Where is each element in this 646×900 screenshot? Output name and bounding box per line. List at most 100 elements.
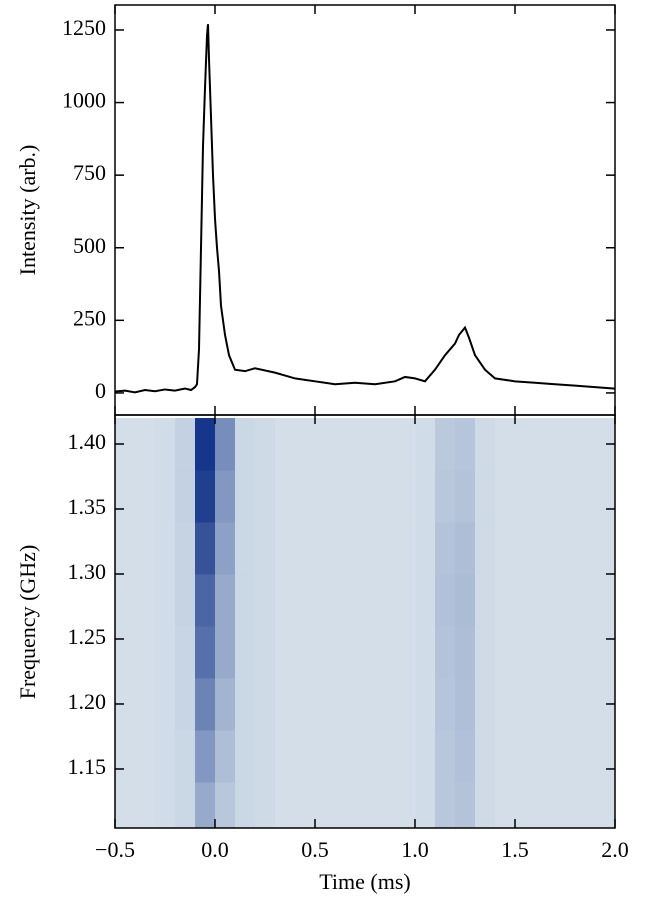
heatmap-cell xyxy=(535,521,556,575)
heatmap-cell xyxy=(315,469,336,523)
y-tick-label: 1.30 xyxy=(68,559,107,584)
heatmap-cell xyxy=(475,521,496,575)
x-tick-label: 1.5 xyxy=(501,837,529,862)
heatmap-cell xyxy=(275,417,296,471)
heatmap-cell xyxy=(135,573,156,627)
heatmap-cell xyxy=(195,781,216,828)
heatmap-cell xyxy=(235,521,256,575)
heatmap-cell xyxy=(335,781,356,828)
heatmap-cell xyxy=(275,729,296,783)
heatmap-cell xyxy=(575,625,596,679)
heatmap-cell xyxy=(275,469,296,523)
y-tick-label: 1.20 xyxy=(68,689,107,714)
heatmap-cell xyxy=(195,521,216,575)
heatmap-cell xyxy=(515,573,536,627)
y-tick-label: 1.40 xyxy=(68,429,107,454)
plot-frame xyxy=(114,4,616,416)
heatmap-cell xyxy=(215,677,236,731)
heatmap-cell xyxy=(595,573,615,627)
heatmap-cell xyxy=(555,781,576,828)
y-tick-label: 750 xyxy=(73,160,106,185)
heatmap-cell xyxy=(535,573,556,627)
heatmap-cell xyxy=(215,625,236,679)
heatmap-cell xyxy=(435,677,456,731)
heatmap-cell xyxy=(195,573,216,627)
heatmap-cell xyxy=(355,729,376,783)
heatmap-cell xyxy=(115,677,136,731)
heatmap-cell xyxy=(515,469,536,523)
heatmap-cell xyxy=(175,521,196,575)
heatmap-cell xyxy=(355,417,376,471)
heatmap-cell xyxy=(335,625,356,679)
heatmap-cell xyxy=(335,729,356,783)
heatmap-cell xyxy=(235,417,256,471)
heatmap-cell xyxy=(235,729,256,783)
heatmap-cell xyxy=(115,729,136,783)
heatmap-cell xyxy=(595,781,615,828)
heatmap-cell xyxy=(195,729,216,783)
heatmap-cell xyxy=(495,417,516,471)
heatmap-cell xyxy=(415,417,436,471)
heatmap-cell xyxy=(295,781,316,828)
heatmap-cell xyxy=(155,729,176,783)
heatmap-cell xyxy=(255,729,276,783)
x-tick-label: 0.0 xyxy=(201,837,229,862)
heatmap-cell xyxy=(575,677,596,731)
heatmap-cell xyxy=(475,469,496,523)
heatmap-cell xyxy=(455,625,476,679)
heatmap-cell xyxy=(595,521,615,575)
heatmap-cell xyxy=(235,469,256,523)
heatmap-cell xyxy=(455,573,476,627)
y-tick-label: 1000 xyxy=(62,88,106,113)
heatmap-cell xyxy=(235,573,256,627)
heatmap-cell xyxy=(135,417,156,471)
heatmap-cell xyxy=(215,573,236,627)
heatmap-cell xyxy=(535,469,556,523)
heatmap-cell xyxy=(255,677,276,731)
heatmap-cell xyxy=(515,729,536,783)
heatmap-cell xyxy=(315,729,336,783)
heatmap-cell xyxy=(175,729,196,783)
heatmap-cell xyxy=(255,573,276,627)
heatmap-cell xyxy=(455,469,476,523)
heatmap-cell xyxy=(295,729,316,783)
heatmap-cell xyxy=(295,521,316,575)
heatmap-cell xyxy=(415,677,436,731)
heatmap-cell xyxy=(395,625,416,679)
heatmap-cell xyxy=(595,677,615,731)
heatmap-cell xyxy=(215,417,236,471)
heatmap-cell xyxy=(395,781,416,828)
heatmap-cell xyxy=(575,469,596,523)
heatmap-cell xyxy=(455,677,476,731)
heatmap-cell xyxy=(435,625,456,679)
heatmap-cell xyxy=(555,729,576,783)
heatmap-cell xyxy=(595,417,615,471)
heatmap-cell xyxy=(395,417,416,471)
heatmap-cell xyxy=(275,573,296,627)
heatmap-cell xyxy=(375,781,396,828)
x-tick-label: 2.0 xyxy=(601,837,629,862)
heatmap-cell xyxy=(195,677,216,731)
heatmap-cell xyxy=(295,573,316,627)
heatmap-cell xyxy=(315,521,336,575)
y-tick-label: 500 xyxy=(73,233,106,258)
heatmap-cell xyxy=(415,521,436,575)
heatmap-cell xyxy=(175,417,196,471)
heatmap-cell xyxy=(375,573,396,627)
heatmap-cell xyxy=(535,781,556,828)
heatmap-cell xyxy=(215,781,236,828)
heatmap-cell xyxy=(135,469,156,523)
heatmap-cell xyxy=(235,677,256,731)
heatmap-cell xyxy=(415,729,436,783)
heatmap-cell xyxy=(355,781,376,828)
heatmap-cell xyxy=(215,729,236,783)
heatmap-cell xyxy=(355,469,376,523)
heatmap-cell xyxy=(555,573,576,627)
heatmap-cell xyxy=(375,729,396,783)
heatmap-cell xyxy=(495,625,516,679)
heatmap-cell xyxy=(455,521,476,575)
heatmap-cell xyxy=(155,417,176,471)
heatmap-cell xyxy=(215,521,236,575)
heatmap-cell xyxy=(115,573,136,627)
